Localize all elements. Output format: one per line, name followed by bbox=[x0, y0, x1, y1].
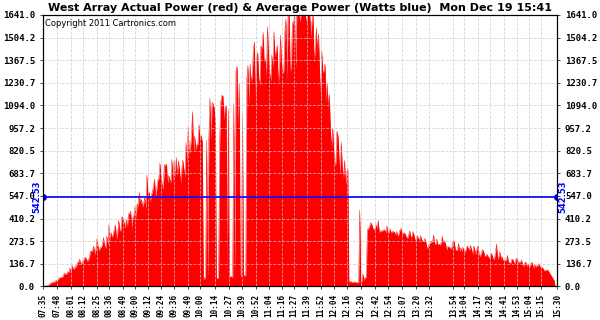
Text: 542.53: 542.53 bbox=[32, 180, 41, 213]
Text: Copyright 2011 Cartronics.com: Copyright 2011 Cartronics.com bbox=[45, 19, 176, 28]
Title: West Array Actual Power (red) & Average Power (Watts blue)  Mon Dec 19 15:41: West Array Actual Power (red) & Average … bbox=[48, 3, 552, 13]
Text: 542.53: 542.53 bbox=[559, 180, 568, 213]
